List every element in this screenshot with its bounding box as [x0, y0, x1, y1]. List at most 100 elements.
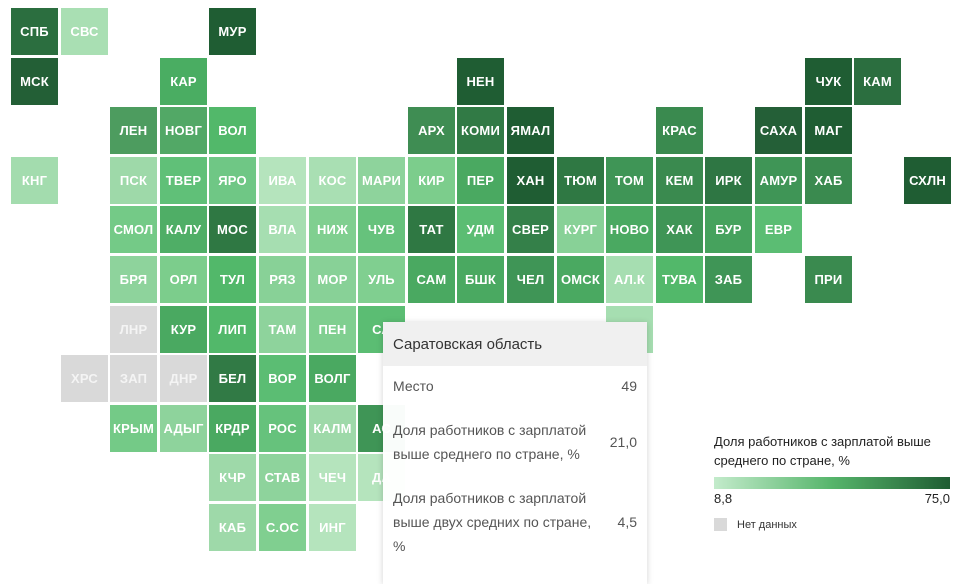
- region-tile[interactable]: КАМ: [854, 58, 901, 105]
- region-tile[interactable]: ВЛА: [259, 206, 306, 253]
- region-tile[interactable]: БУР: [705, 206, 752, 253]
- region-tile[interactable]: МУР: [209, 8, 256, 55]
- region-tile[interactable]: СВЕР: [507, 206, 554, 253]
- region-tile[interactable]: КОС: [309, 157, 356, 204]
- region-tile[interactable]: КРЫМ: [110, 405, 157, 452]
- region-tile[interactable]: ЧЕЧ: [309, 454, 356, 501]
- region-tile[interactable]: ТВЕР: [160, 157, 207, 204]
- region-tile[interactable]: ИНГ: [309, 504, 356, 551]
- region-tile[interactable]: С.ОС: [259, 504, 306, 551]
- region-tile[interactable]: ХАН: [507, 157, 554, 204]
- region-tile[interactable]: СХЛН: [904, 157, 951, 204]
- region-tile[interactable]: ПРИ: [805, 256, 852, 303]
- region-tile[interactable]: ДНР: [160, 355, 207, 402]
- region-tile[interactable]: КОМИ: [457, 107, 504, 154]
- region-tile[interactable]: МСК: [11, 58, 58, 105]
- region-tile[interactable]: ХАБ: [805, 157, 852, 204]
- region-tile[interactable]: КИР: [408, 157, 455, 204]
- region-tile[interactable]: КАЛМ: [309, 405, 356, 452]
- region-tile[interactable]: ЛИП: [209, 306, 256, 353]
- region-tile[interactable]: ТАТ: [408, 206, 455, 253]
- region-tile[interactable]: КЧР: [209, 454, 256, 501]
- color-legend: Доля работников с зарплатой выше среднег…: [714, 432, 954, 531]
- region-tile[interactable]: БЕЛ: [209, 355, 256, 402]
- region-tile[interactable]: КЕМ: [656, 157, 703, 204]
- region-tile[interactable]: АРХ: [408, 107, 455, 154]
- region-tile[interactable]: УЛЬ: [358, 256, 405, 303]
- region-tile[interactable]: НОВО: [606, 206, 653, 253]
- tooltip-title: Саратовская область: [383, 322, 647, 366]
- region-tile[interactable]: НИЖ: [309, 206, 356, 253]
- region-tile[interactable]: КАР: [160, 58, 207, 105]
- region-tile[interactable]: ПЕР: [457, 157, 504, 204]
- tooltip-row-rank: Место 49: [383, 374, 647, 398]
- region-tile[interactable]: САМ: [408, 256, 455, 303]
- region-tile[interactable]: ИРК: [705, 157, 752, 204]
- region-tile[interactable]: СПБ: [11, 8, 58, 55]
- legend-nodata-label: Нет данных: [737, 518, 797, 531]
- region-tile[interactable]: АДЫГ: [160, 405, 207, 452]
- region-tile[interactable]: ЯРО: [209, 157, 256, 204]
- region-tile[interactable]: ЗАП: [110, 355, 157, 402]
- region-tile[interactable]: ЛЕН: [110, 107, 157, 154]
- region-tile[interactable]: КУРГ: [557, 206, 604, 253]
- region-tile[interactable]: РЯЗ: [259, 256, 306, 303]
- region-tile[interactable]: КУР: [160, 306, 207, 353]
- region-tile[interactable]: ОРЛ: [160, 256, 207, 303]
- region-tile[interactable]: НОВГ: [160, 107, 207, 154]
- region-tile[interactable]: УДМ: [457, 206, 504, 253]
- legend-nodata: Нет данных: [714, 518, 954, 531]
- tooltip-label: Место: [393, 378, 434, 394]
- region-tile[interactable]: ТУЛ: [209, 256, 256, 303]
- region-tile[interactable]: ЕВР: [755, 206, 802, 253]
- region-tile[interactable]: ВОР: [259, 355, 306, 402]
- region-tile[interactable]: ХРС: [61, 355, 108, 402]
- legend-max-label: 75,0: [924, 491, 950, 506]
- cropped-header-text: [248, 0, 288, 4]
- region-tile[interactable]: ТЮМ: [557, 157, 604, 204]
- legend-min-label: 8,8: [714, 491, 733, 506]
- region-tile[interactable]: ЧЕЛ: [507, 256, 554, 303]
- region-tile[interactable]: ЧУК: [805, 58, 852, 105]
- region-tile[interactable]: ЧУВ: [358, 206, 405, 253]
- legend-title: Доля работников с зарплатой выше среднег…: [714, 434, 931, 468]
- region-tile[interactable]: ЗАБ: [705, 256, 752, 303]
- region-tile[interactable]: МОС: [209, 206, 256, 253]
- region-tile[interactable]: СМОЛ: [110, 206, 157, 253]
- region-tile[interactable]: СВС: [61, 8, 108, 55]
- legend-ticks: 8,8 75,0: [714, 491, 950, 506]
- tooltip-label: Доля работников с зарплатой выше среднег…: [393, 422, 587, 462]
- region-tile[interactable]: КРДР: [209, 405, 256, 452]
- region-tile[interactable]: АЛ.К: [604, 254, 655, 305]
- region-tile[interactable]: МОР: [309, 256, 356, 303]
- region-tile[interactable]: ПЕН: [309, 306, 356, 353]
- region-tile[interactable]: ВОЛГ: [309, 355, 356, 402]
- region-tile[interactable]: КРАС: [656, 107, 703, 154]
- region-tile[interactable]: МАГ: [805, 107, 852, 154]
- region-tile[interactable]: ТОМ: [606, 157, 653, 204]
- tooltip-row-share-above-two-avg: Доля работников с зарплатой выше двух ср…: [383, 486, 647, 558]
- region-tile[interactable]: БРЯ: [110, 256, 157, 303]
- region-tile[interactable]: КАБ: [209, 504, 256, 551]
- region-tile[interactable]: КНГ: [11, 157, 58, 204]
- region-tile[interactable]: ОМСК: [557, 256, 604, 303]
- region-tile[interactable]: ПСК: [110, 157, 157, 204]
- region-tile[interactable]: ЛНР: [110, 306, 157, 353]
- region-tile[interactable]: ТАМ: [259, 306, 306, 353]
- legend-gradient-bar: [714, 477, 950, 489]
- region-tile[interactable]: ТУВА: [656, 256, 703, 303]
- region-tile[interactable]: НЕН: [457, 58, 504, 105]
- region-tile[interactable]: РОС: [259, 405, 306, 452]
- region-tile[interactable]: ВОЛ: [209, 107, 256, 154]
- region-tile[interactable]: ХАК: [656, 206, 703, 253]
- region-tile[interactable]: КАЛУ: [160, 206, 207, 253]
- region-tile[interactable]: АМУР: [755, 157, 802, 204]
- tooltip-value: 4,5: [617, 514, 637, 530]
- region-tile[interactable]: САХА: [755, 107, 802, 154]
- region-tile[interactable]: ИВА: [259, 157, 306, 204]
- region-tile[interactable]: БШК: [457, 256, 504, 303]
- region-tile[interactable]: МАРИ: [358, 157, 405, 204]
- region-tile[interactable]: СТАВ: [259, 454, 306, 501]
- region-tile[interactable]: ЯМАЛ: [507, 107, 554, 154]
